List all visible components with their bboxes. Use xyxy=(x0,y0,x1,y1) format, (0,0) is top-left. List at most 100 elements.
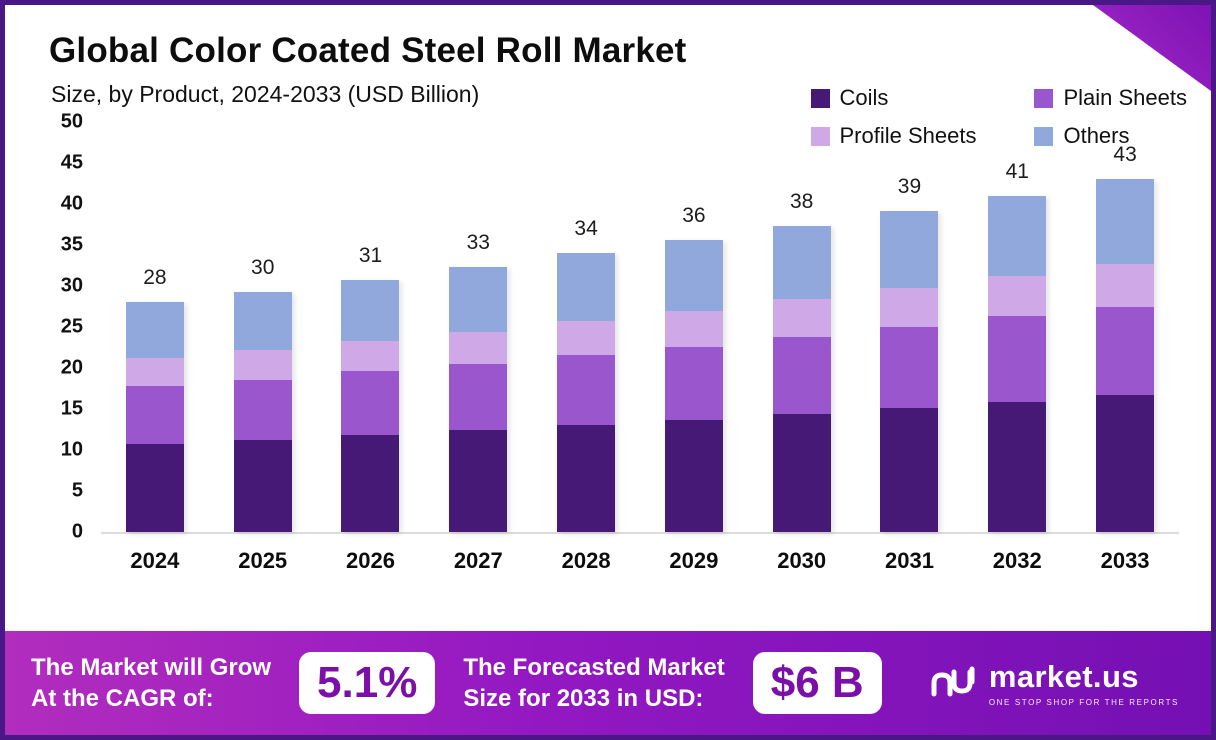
bar-segment-others xyxy=(125,302,184,359)
bar-segment-profile-sheets xyxy=(233,349,292,380)
marketus-logo-icon xyxy=(931,666,975,697)
bar-total-label: 31 xyxy=(358,244,383,268)
legend-label: Plain Sheets xyxy=(1063,85,1187,110)
legend-label: Profile Sheets xyxy=(839,123,977,148)
bar-segment-coils xyxy=(557,425,616,532)
bar-segment-others xyxy=(341,280,400,341)
bar-segment-coils xyxy=(772,413,831,532)
bar-segment-coils xyxy=(1096,395,1155,532)
cagr-label: The Market will Grow At the CAGR of: xyxy=(31,653,272,712)
bar-segment-profile-sheets xyxy=(1096,263,1155,307)
chart-legend: Coils Plain Sheets Profile Sheets Others xyxy=(810,85,1187,149)
bar-column-2029: 36 2029 xyxy=(640,122,748,573)
y-tick-label: 40 xyxy=(60,192,83,215)
bar-total-label: 39 xyxy=(897,175,922,199)
bar-segment-profile-sheets xyxy=(557,321,616,355)
bar-segment-coils xyxy=(125,444,184,532)
header: Global Color Coated Steel Roll Market Si… xyxy=(5,5,1211,108)
y-tick-label: 5 xyxy=(71,479,83,502)
bar-stack xyxy=(772,226,831,532)
x-tick-label: 2027 xyxy=(453,548,503,573)
bar-segment-others xyxy=(664,240,723,311)
bar-column-2032: 41 2032 xyxy=(963,122,1071,573)
bar-segment-plain-sheets xyxy=(341,371,400,436)
bar-segment-others xyxy=(557,253,616,322)
bar-column-2026: 31 2026 xyxy=(317,122,425,573)
bar-segment-coils xyxy=(880,408,939,532)
x-tick-label: 2029 xyxy=(669,548,719,573)
bar-segment-plain-sheets xyxy=(449,363,508,431)
legend-label: Coils xyxy=(839,85,889,110)
bar-stack xyxy=(1096,178,1155,532)
y-tick-label: 50 xyxy=(60,110,83,133)
bar-segment-others xyxy=(772,226,831,300)
forecast-label: The Forecasted Market Size for 2033 in U… xyxy=(463,653,725,712)
bar-stack xyxy=(449,267,508,532)
bar-segment-profile-sheets xyxy=(988,276,1047,317)
y-tick-label: 15 xyxy=(60,397,83,420)
bar-segment-profile-sheets xyxy=(664,310,723,347)
x-tick-label: 2025 xyxy=(238,548,288,573)
bar-segment-plain-sheets xyxy=(664,346,723,420)
bar-stack xyxy=(880,211,939,532)
x-tick-label: 2031 xyxy=(885,548,934,573)
bar-total-label: 38 xyxy=(790,190,814,214)
bar-column-2028: 34 2028 xyxy=(532,122,640,573)
legend-swatch xyxy=(810,88,830,108)
y-tick-label: 25 xyxy=(60,315,83,338)
brand: market.us ONE STOP SHOP FOR THE REPORTS xyxy=(929,659,1185,707)
legend-swatch xyxy=(1034,126,1054,146)
y-axis: 0 5 10 15 20 25 30 35 40 45 50 xyxy=(43,111,95,543)
bar-column-2033: 43 2033 xyxy=(1071,122,1179,573)
bar-total-label: 28 xyxy=(143,266,167,290)
bar-column-2025: 30 2025 xyxy=(209,122,317,573)
bar-segment-profile-sheets xyxy=(449,331,508,364)
bar-segment-coils xyxy=(233,440,292,532)
bar-column-2024: 28 2024 xyxy=(101,122,209,573)
legend-swatch xyxy=(1034,88,1054,108)
x-tick-label: 2030 xyxy=(777,548,827,573)
legend-label: Others xyxy=(1063,123,1130,148)
bar-stack xyxy=(341,280,400,532)
x-tick-label: 2024 xyxy=(130,548,180,573)
y-tick-label: 30 xyxy=(60,274,83,297)
plot-area: 28 2024 30 2025 31 2026 33 2027 34 2028 36 2029 38 20… xyxy=(101,122,1179,573)
bar-segment-coils xyxy=(988,401,1047,532)
bar-total-label: 30 xyxy=(251,255,275,279)
bar-total-label: 34 xyxy=(574,217,598,241)
bar-segment-others xyxy=(449,267,508,332)
bar-stack xyxy=(557,253,616,532)
forecast-value: $6 B xyxy=(752,651,882,715)
bar-total-label: 41 xyxy=(1005,159,1029,183)
bar-stack xyxy=(233,291,292,532)
bar-segment-others xyxy=(233,291,292,350)
legend-swatch xyxy=(810,126,830,146)
cagr-value: 5.1% xyxy=(299,651,436,715)
legend-item-others: Others xyxy=(1034,123,1187,149)
y-tick-label: 35 xyxy=(60,233,83,256)
legend-item-plain-sheets: Plain Sheets xyxy=(1034,85,1187,111)
brand-name: market.us xyxy=(988,659,1139,694)
bar-segment-others xyxy=(880,211,939,288)
footer-banner: The Market will Grow At the CAGR of: 5.1… xyxy=(5,631,1211,735)
bar-segment-coils xyxy=(449,430,508,532)
y-tick-label: 20 xyxy=(60,356,83,379)
bar-segment-coils xyxy=(341,435,400,532)
brand-text: market.us ONE STOP SHOP FOR THE REPORTS xyxy=(989,659,1179,707)
bar-segment-coils xyxy=(664,419,723,532)
bar-segment-others xyxy=(1096,178,1155,264)
bar-segment-plain-sheets xyxy=(988,316,1047,402)
bar-segment-plain-sheets xyxy=(1096,306,1155,396)
bar-total-label: 36 xyxy=(682,204,706,228)
bar-total-label: 33 xyxy=(466,231,490,255)
bar-total-label: 43 xyxy=(1113,142,1137,166)
bar-segment-plain-sheets xyxy=(880,327,939,409)
bar-stack xyxy=(664,240,723,532)
bar-column-2031: 39 2031 xyxy=(856,122,964,573)
bar-stack xyxy=(125,302,184,532)
x-tick-label: 2033 xyxy=(1100,548,1150,573)
bar-segment-plain-sheets xyxy=(772,336,831,414)
bar-column-2030: 38 2030 xyxy=(748,122,856,573)
bar-segment-plain-sheets xyxy=(233,379,292,441)
